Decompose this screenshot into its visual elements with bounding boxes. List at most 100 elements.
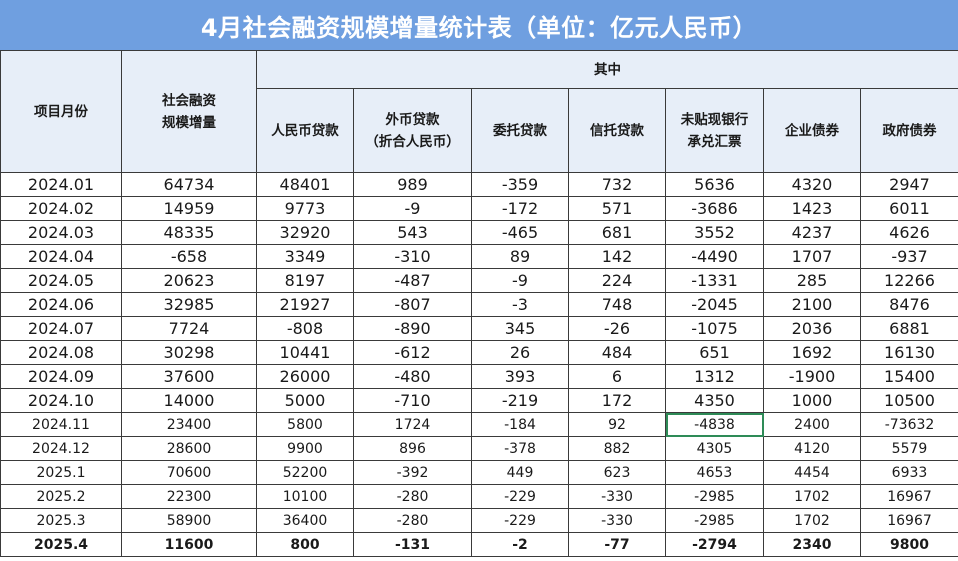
cell-entrusted-loans[interactable]: -229 [471, 508, 569, 533]
cell-corporate-bonds[interactable]: 4237 [763, 220, 861, 245]
cell-bankers-acceptance[interactable]: -2985 [665, 484, 764, 509]
cell-total[interactable]: 7724 [121, 316, 257, 341]
cell-entrusted-loans[interactable]: -465 [471, 220, 569, 245]
header-rmb-loans[interactable]: 人民币贷款 [256, 88, 354, 173]
cell-corporate-bonds[interactable]: 2340 [763, 532, 861, 557]
cell-corporate-bonds[interactable]: 1702 [763, 508, 861, 533]
cell-fx-loans[interactable]: 989 [353, 172, 472, 197]
cell-entrusted-loans[interactable]: 393 [471, 364, 569, 389]
cell-entrusted-loans[interactable]: -3 [471, 292, 569, 317]
cell-rmb-loans[interactable]: 36400 [256, 508, 354, 533]
cell-trust-loans[interactable]: -26 [568, 316, 666, 341]
cell-rmb-loans[interactable]: 800 [256, 532, 354, 557]
cell-rmb-loans[interactable]: 10441 [256, 340, 354, 365]
cell-bankers-acceptance[interactable]: -4490 [665, 244, 764, 269]
cell-entrusted-loans[interactable]: 89 [471, 244, 569, 269]
cell-corporate-bonds[interactable]: 285 [763, 268, 861, 293]
header-government-bonds[interactable]: 政府债券 [860, 88, 958, 173]
cell-entrusted-loans[interactable]: 345 [471, 316, 569, 341]
cell-total[interactable]: 23400 [121, 412, 257, 437]
cell-trust-loans[interactable]: 748 [568, 292, 666, 317]
header-month[interactable]: 项目月份 [0, 50, 122, 173]
cell-total[interactable]: 11600 [121, 532, 257, 557]
cell-government-bonds[interactable]: 6933 [860, 460, 958, 485]
cell-total[interactable]: 70600 [121, 460, 257, 485]
cell-month[interactable]: 2024.07 [0, 316, 122, 341]
cell-trust-loans[interactable]: 571 [568, 196, 666, 221]
cell-bankers-acceptance[interactable]: -4838 [665, 412, 764, 437]
cell-total[interactable]: 28600 [121, 436, 257, 461]
cell-total[interactable]: 22300 [121, 484, 257, 509]
cell-rmb-loans[interactable]: 5000 [256, 388, 354, 413]
cell-bankers-acceptance[interactable]: 3552 [665, 220, 764, 245]
header-bankers-acceptance[interactable]: 未贴现银行 承兑汇票 [665, 88, 764, 173]
cell-corporate-bonds[interactable]: 2100 [763, 292, 861, 317]
cell-bankers-acceptance[interactable]: -1075 [665, 316, 764, 341]
cell-fx-loans[interactable]: 896 [353, 436, 472, 461]
cell-trust-loans[interactable]: 142 [568, 244, 666, 269]
cell-month[interactable]: 2024.11 [0, 412, 122, 437]
cell-month[interactable]: 2024.10 [0, 388, 122, 413]
cell-government-bonds[interactable]: 16130 [860, 340, 958, 365]
cell-corporate-bonds[interactable]: 2400 [763, 412, 861, 437]
cell-rmb-loans[interactable]: 8197 [256, 268, 354, 293]
cell-government-bonds[interactable]: 2947 [860, 172, 958, 197]
header-corporate-bonds[interactable]: 企业债券 [763, 88, 861, 173]
cell-fx-loans[interactable]: -310 [353, 244, 472, 269]
cell-bankers-acceptance[interactable]: 5636 [665, 172, 764, 197]
cell-fx-loans[interactable]: -280 [353, 508, 472, 533]
cell-month[interactable]: 2024.02 [0, 196, 122, 221]
cell-month[interactable]: 2025.1 [0, 460, 122, 485]
cell-entrusted-loans[interactable]: -229 [471, 484, 569, 509]
header-entrusted-loans[interactable]: 委托贷款 [471, 88, 569, 173]
cell-month[interactable]: 2024.01 [0, 172, 122, 197]
cell-fx-loans[interactable]: -487 [353, 268, 472, 293]
header-total[interactable]: 社会融资 规模增量 [121, 50, 257, 173]
cell-corporate-bonds[interactable]: 1423 [763, 196, 861, 221]
cell-fx-loans[interactable]: -807 [353, 292, 472, 317]
cell-fx-loans[interactable]: 543 [353, 220, 472, 245]
cell-entrusted-loans[interactable]: -184 [471, 412, 569, 437]
cell-total[interactable]: 20623 [121, 268, 257, 293]
cell-month[interactable]: 2024.12 [0, 436, 122, 461]
cell-entrusted-loans[interactable]: -2 [471, 532, 569, 557]
cell-trust-loans[interactable]: -330 [568, 508, 666, 533]
cell-trust-loans[interactable]: 92 [568, 412, 666, 437]
cell-bankers-acceptance[interactable]: 4350 [665, 388, 764, 413]
cell-month[interactable]: 2024.09 [0, 364, 122, 389]
cell-corporate-bonds[interactable]: 4454 [763, 460, 861, 485]
cell-rmb-loans[interactable]: 5800 [256, 412, 354, 437]
cell-total[interactable]: 37600 [121, 364, 257, 389]
cell-rmb-loans[interactable]: 26000 [256, 364, 354, 389]
cell-total[interactable]: 48335 [121, 220, 257, 245]
cell-trust-loans[interactable]: 882 [568, 436, 666, 461]
cell-total[interactable]: 64734 [121, 172, 257, 197]
cell-rmb-loans[interactable]: -808 [256, 316, 354, 341]
cell-bankers-acceptance[interactable]: -1331 [665, 268, 764, 293]
cell-rmb-loans[interactable]: 52200 [256, 460, 354, 485]
cell-corporate-bonds[interactable]: 1707 [763, 244, 861, 269]
cell-trust-loans[interactable]: 224 [568, 268, 666, 293]
cell-bankers-acceptance[interactable]: 4653 [665, 460, 764, 485]
cell-entrusted-loans[interactable]: -219 [471, 388, 569, 413]
cell-month[interactable]: 2024.04 [0, 244, 122, 269]
cell-trust-loans[interactable]: -330 [568, 484, 666, 509]
cell-fx-loans[interactable]: -392 [353, 460, 472, 485]
cell-fx-loans[interactable]: -890 [353, 316, 472, 341]
cell-entrusted-loans[interactable]: 26 [471, 340, 569, 365]
cell-bankers-acceptance[interactable]: -3686 [665, 196, 764, 221]
cell-entrusted-loans[interactable]: -172 [471, 196, 569, 221]
cell-rmb-loans[interactable]: 3349 [256, 244, 354, 269]
cell-trust-loans[interactable]: 484 [568, 340, 666, 365]
cell-total[interactable]: 58900 [121, 508, 257, 533]
cell-government-bonds[interactable]: 15400 [860, 364, 958, 389]
cell-rmb-loans[interactable]: 9900 [256, 436, 354, 461]
cell-bankers-acceptance[interactable]: 1312 [665, 364, 764, 389]
cell-trust-loans[interactable]: 681 [568, 220, 666, 245]
cell-fx-loans[interactable]: -9 [353, 196, 472, 221]
cell-bankers-acceptance[interactable]: -2045 [665, 292, 764, 317]
cell-month[interactable]: 2024.06 [0, 292, 122, 317]
cell-entrusted-loans[interactable]: -359 [471, 172, 569, 197]
cell-fx-loans[interactable]: 1724 [353, 412, 472, 437]
cell-month[interactable]: 2025.4 [0, 532, 122, 557]
